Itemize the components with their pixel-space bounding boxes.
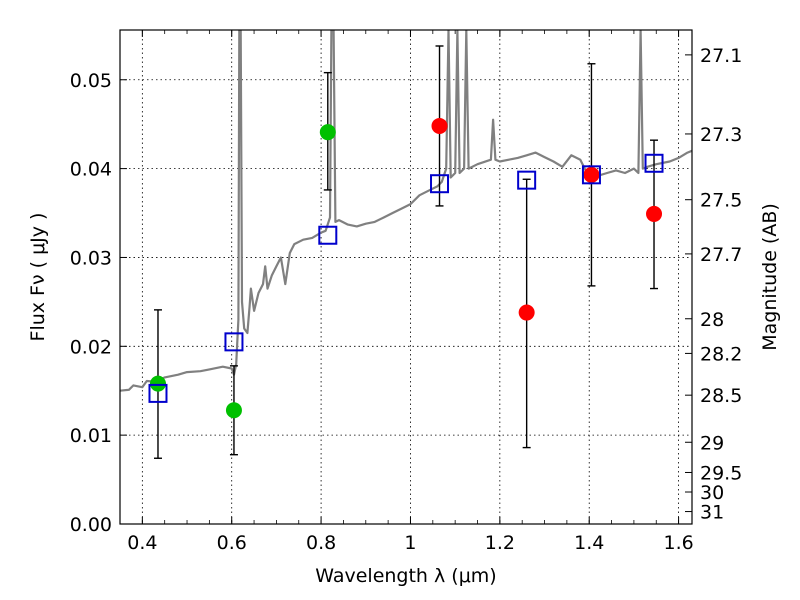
x-tick-label: 1.2 — [485, 532, 515, 554]
tick-layer: 0.4 0.6 0.8 1 1.2 1.4 1.6 0.00 0.01 0.02 0.03 0.04 0… — [70, 30, 742, 554]
model-square — [318, 225, 338, 245]
red-point — [583, 166, 600, 183]
mag-tick-label: 28 — [700, 309, 724, 331]
x-tick-label: 1.4 — [574, 532, 604, 554]
mag-tick-label: 27.1 — [700, 45, 742, 67]
spectrum-line — [120, 30, 692, 392]
mag-tick-label: 28.5 — [700, 385, 742, 407]
model-square — [224, 332, 244, 352]
y-axis-right-label: Magnitude (AB) — [759, 203, 781, 351]
mag-tick-label: 29.5 — [700, 462, 742, 484]
x-tick-label: 1 — [404, 532, 416, 554]
x-tick-label: 0.4 — [127, 532, 157, 554]
grid — [120, 30, 692, 524]
x-axis-label: Wavelength λ (μm) — [315, 565, 496, 587]
green-point — [225, 402, 242, 419]
model-square — [430, 174, 450, 194]
mag-tick-label: 30 — [700, 482, 724, 504]
x-tick-label: 1.6 — [663, 532, 693, 554]
green-point — [149, 375, 166, 392]
error-bar-layer — [153, 45, 659, 459]
model-square — [644, 153, 664, 173]
red-point — [646, 205, 663, 222]
model-square — [148, 383, 168, 403]
mag-tick-label: 29 — [700, 432, 724, 454]
x-tick-label: 0.8 — [306, 532, 336, 554]
y-tick-label: 0.03 — [70, 247, 112, 269]
y-tick-label: 0.02 — [70, 336, 112, 358]
red-point — [518, 304, 535, 321]
mag-tick-label: 31 — [700, 502, 724, 524]
y-tick-label: 0.05 — [70, 70, 112, 92]
y-tick-label: 0.00 — [70, 514, 112, 536]
x-tick-label: 0.6 — [217, 532, 247, 554]
mag-tick-label: 27.3 — [700, 124, 742, 146]
y-axis-label: Flux Fν ( μJy ) — [27, 213, 49, 342]
red-point — [431, 117, 448, 134]
mag-tick-label: 28.2 — [700, 343, 742, 365]
green-point — [319, 124, 336, 141]
plot-frame — [119, 29, 693, 525]
model-square — [581, 165, 601, 185]
mag-tick-label: 27.7 — [700, 244, 742, 266]
marker-layer — [148, 117, 664, 419]
mag-tick-label: 27.5 — [700, 190, 742, 212]
y-tick-label: 0.01 — [70, 425, 112, 447]
spectrum-layer — [120, 30, 692, 392]
model-square — [517, 170, 537, 190]
y-tick-label: 0.04 — [70, 159, 112, 181]
